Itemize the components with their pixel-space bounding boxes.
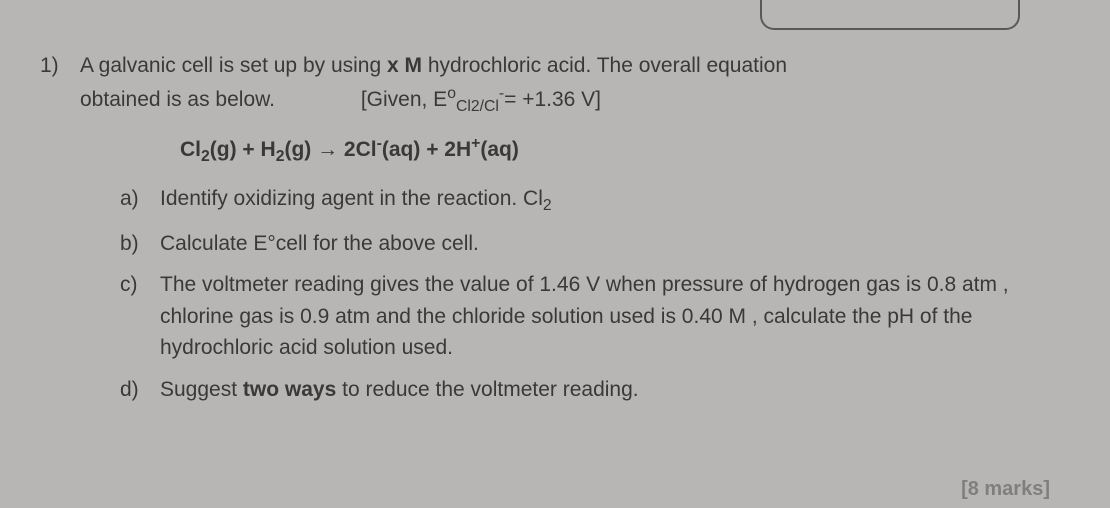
question-stem: 1) A galvanic cell is set up by using x … [40, 50, 1070, 118]
stem-text-1: A galvanic cell is set up by using [80, 54, 387, 77]
callout-outline [760, 0, 1020, 30]
part-a: a) Identify oxidizing agent in the react… [120, 183, 1070, 218]
part-d: d) Suggest two ways to reduce the voltme… [120, 374, 1070, 406]
given-block: [Given, EoCl2/Cl-= +1.36 V] [361, 88, 601, 111]
part-c-text: The voltmeter reading gives the value of… [160, 269, 1070, 364]
eq-p8: + [471, 135, 480, 152]
given-sub: Cl2/Cl [456, 98, 499, 115]
part-d-body: Suggest two ways to reduce the voltmeter… [160, 374, 1070, 406]
part-d-bold: two ways [243, 378, 336, 401]
equation: Cl2(g) + H2(g) → 2Cl-(aq) + 2H+(aq) [180, 132, 1070, 169]
eq-p7: (aq) + 2H [382, 138, 471, 161]
part-a-letter: a) [120, 183, 160, 218]
part-a-sub: 2 [543, 197, 552, 214]
part-b: b) Calculate E°cell for the above cell. [120, 228, 1070, 260]
question-number: 1) [40, 50, 80, 118]
stem-text-2: obtained is as below. [80, 88, 275, 111]
part-d-post: to reduce the voltmeter reading. [336, 378, 638, 401]
given-suffix: = +1.36 V] [504, 88, 601, 111]
stem-text-1b: hydrochloric acid. The overall equation [422, 54, 787, 77]
given-prefix: [Given, E [361, 88, 447, 111]
eq-p3: (g) + H [210, 138, 276, 161]
eq-p9: (aq) [480, 138, 519, 161]
part-b-text: Calculate E°cell for the above cell. [160, 228, 1070, 260]
part-a-text: Identify oxidizing agent in the reaction… [160, 187, 543, 210]
given-degree: o [447, 85, 456, 102]
part-a-body: Identify oxidizing agent in the reaction… [160, 183, 1070, 218]
part-d-letter: d) [120, 374, 160, 406]
marks-label: [8 marks] [961, 474, 1050, 504]
stem-bold: x M [387, 54, 422, 77]
part-c-letter: c) [120, 269, 160, 364]
part-b-letter: b) [120, 228, 160, 260]
eq-p2: 2 [201, 149, 210, 166]
question-body: A galvanic cell is set up by using x M h… [80, 50, 1070, 118]
parts-container: a) Identify oxidizing agent in the react… [120, 183, 1070, 405]
eq-p1: Cl [180, 138, 201, 161]
part-c: c) The voltmeter reading gives the value… [120, 269, 1070, 364]
eq-p5: (g) → 2Cl [284, 138, 376, 161]
part-d-pre: Suggest [160, 378, 243, 401]
